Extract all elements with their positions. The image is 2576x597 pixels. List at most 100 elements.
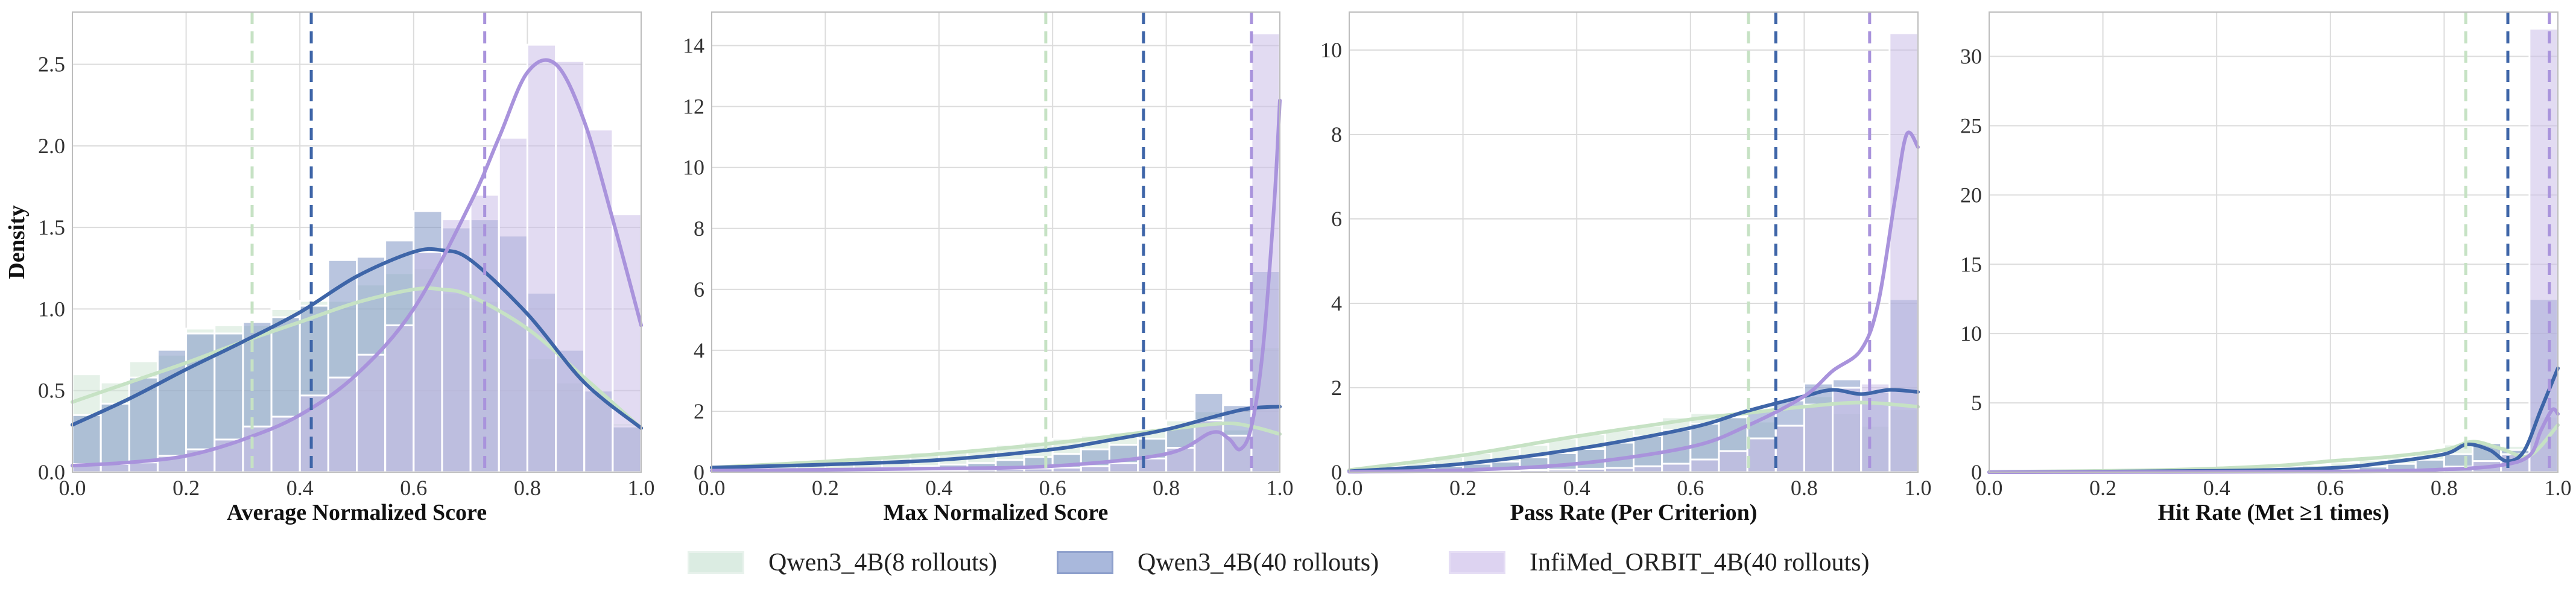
x-tick-label: 0.0 bbox=[1336, 476, 1363, 500]
x-tick-label: 0.8 bbox=[514, 476, 541, 500]
histogram-bar-orbit bbox=[1080, 465, 1110, 473]
histogram-bar-orbit bbox=[1803, 403, 1834, 473]
kde-curve-qwen8 bbox=[1347, 400, 1920, 472]
legend-swatch-orbit bbox=[1449, 551, 1505, 574]
kde-curve-orbit bbox=[710, 98, 1282, 473]
histogram-bar-orbit bbox=[583, 128, 614, 473]
x-tick-label: 0.0 bbox=[698, 476, 726, 500]
x-axis-label: Hit Rate (Met ≥1 times) bbox=[2158, 500, 2390, 525]
x-tick-label: 1.0 bbox=[2545, 476, 2572, 500]
legend: Qwen3_4B(8 rollouts) Qwen3_4B(40 rollout… bbox=[0, 537, 2576, 585]
histogram-bar-orbit bbox=[1194, 419, 1224, 473]
histogram-bar-orbit bbox=[1888, 32, 1919, 473]
legend-item-qwen-40-rollouts: Qwen3_4B(40 rollouts) bbox=[1057, 548, 1379, 578]
x-axis-label: Max Normalized Score bbox=[884, 500, 1109, 525]
histogram-bar-orbit bbox=[1604, 467, 1635, 473]
y-tick-label: 4 bbox=[694, 338, 704, 362]
y-tick-label: 1.5 bbox=[38, 215, 65, 239]
chart-panel-3: 0.0 0.2 0.4 0.6 0.8 1.0 0 2 4 6 8 10 Pass Rate (Per … bbox=[1320, 11, 1932, 525]
x-tick-label: 0.4 bbox=[925, 476, 952, 500]
kde-curve-qwen40 bbox=[1347, 388, 1920, 473]
x-tick-label: 0.0 bbox=[1976, 476, 2003, 500]
axes-frame bbox=[72, 11, 642, 473]
y-tick-label: 2.5 bbox=[38, 52, 65, 77]
x-tick-label: 0.8 bbox=[1153, 476, 1180, 500]
histogram-figure: 0.0 0.2 0.4 0.6 0.8 1.0 0.0 0.5 1.0 1.5 2.0 2.5 Aver… bbox=[4, 11, 2572, 525]
x-tick-label: 1.0 bbox=[628, 476, 655, 500]
y-tick-label: 15 bbox=[1960, 252, 1982, 276]
chart-panel-1: 0.0 0.2 0.4 0.6 0.8 1.0 0.0 0.5 1.0 1.5 2.0 2.5 Aver… bbox=[4, 11, 655, 525]
y-tick-label: 4 bbox=[1331, 291, 1342, 315]
x-tick-label: 0.4 bbox=[2203, 476, 2230, 500]
x-axis-label: Average Normalized Score bbox=[227, 500, 487, 525]
x-tick-label: 0.4 bbox=[286, 476, 314, 500]
y-tick-label: 10 bbox=[683, 156, 704, 180]
histogram-bar-orbit bbox=[1051, 466, 1082, 473]
axes-frame bbox=[711, 11, 1280, 473]
x-tick-label: 0.2 bbox=[812, 476, 839, 500]
x-tick-label: 1.0 bbox=[1267, 476, 1294, 500]
y-tick-label: 0 bbox=[1331, 460, 1342, 484]
x-tick-label: 0.8 bbox=[2431, 476, 2458, 500]
histogram-bar-orbit bbox=[555, 60, 586, 473]
chart-panel-4: 0.0 0.2 0.4 0.6 0.8 1.0 0 5 10 15 20 25 30 Hit Rate (… bbox=[1960, 11, 2572, 525]
histogram-bar-orbit bbox=[1860, 382, 1891, 473]
legend-label: Qwen3_4B(40 rollouts) bbox=[1138, 549, 1379, 576]
y-tick-label: 8 bbox=[1331, 122, 1342, 147]
y-tick-label: 8 bbox=[694, 216, 704, 241]
histogram-bar-orbit bbox=[1689, 458, 1720, 473]
y-tick-label: 0 bbox=[1971, 460, 1982, 484]
plot-area bbox=[712, 12, 1280, 472]
y-tick-label: 20 bbox=[1960, 183, 1982, 207]
y-tick-label: 1.0 bbox=[38, 297, 65, 321]
y-tick-label: 30 bbox=[1960, 45, 1982, 69]
histogram-bar-orbit bbox=[469, 194, 500, 473]
histogram-bar-orbit bbox=[327, 376, 358, 473]
chart-panel-2: 0.0 0.2 0.4 0.6 0.8 1.0 0 2 4 6 8 10 12 14 Max Normali… bbox=[683, 11, 1294, 525]
y-tick-label: 12 bbox=[683, 95, 704, 119]
x-tick-label: 0.6 bbox=[400, 476, 427, 500]
y-tick-label: 0.5 bbox=[38, 379, 65, 403]
histogram-bar-orbit bbox=[1774, 425, 1805, 473]
kde-curve-orbit bbox=[1347, 130, 1920, 474]
y-tick-label: 6 bbox=[694, 277, 704, 302]
histogram-bar-orbit bbox=[270, 415, 301, 473]
histogram-bar-orbit bbox=[1832, 387, 1862, 473]
kde-curve-orbit bbox=[71, 58, 643, 468]
histogram-bar-orbit bbox=[356, 353, 387, 473]
x-tick-label: 0.2 bbox=[1449, 476, 1476, 500]
kde-curve-qwen40 bbox=[710, 405, 1282, 470]
y-tick-label: 5 bbox=[1971, 391, 1982, 415]
x-tick-label: 0.6 bbox=[1677, 476, 1704, 500]
kde-curve-qwen8 bbox=[710, 422, 1282, 470]
y-tick-label: 14 bbox=[683, 34, 704, 58]
histogram-bar-orbit bbox=[384, 324, 415, 473]
y-tick-label: 25 bbox=[1960, 113, 1982, 137]
x-tick-label: 1.0 bbox=[1905, 476, 1932, 500]
axes-frame bbox=[1349, 11, 1919, 473]
y-tick-label: 2.0 bbox=[38, 134, 65, 158]
y-axis-label: Density bbox=[4, 205, 30, 279]
y-tick-label: 2 bbox=[694, 399, 704, 423]
plot-area bbox=[1989, 12, 2558, 472]
y-tick-label: 2 bbox=[1331, 376, 1342, 400]
legend-label: InfiMed_ORBIT_4B(40 rollouts) bbox=[1530, 549, 1870, 576]
histogram-bar-orbit bbox=[1746, 437, 1777, 473]
x-tick-label: 0.4 bbox=[1563, 476, 1590, 500]
x-tick-label: 0.6 bbox=[1039, 476, 1066, 500]
x-tick-label: 0.0 bbox=[59, 476, 86, 500]
histogram-bar-orbit bbox=[1718, 450, 1748, 473]
x-tick-label: 0.2 bbox=[172, 476, 200, 500]
y-tick-label: 0 bbox=[694, 460, 704, 484]
x-tick-label: 0.6 bbox=[2317, 476, 2344, 500]
histogram-bar-orbit bbox=[526, 43, 557, 473]
legend-label: Qwen3_4B(8 rollouts) bbox=[768, 549, 998, 576]
axes-frame bbox=[1989, 11, 2559, 473]
x-axis-label: Pass Rate (Per Criterion) bbox=[1510, 500, 1758, 525]
kde-curve-qwen8 bbox=[71, 286, 643, 430]
histogram-bar-orbit bbox=[498, 136, 528, 473]
y-tick-label: 6 bbox=[1331, 207, 1342, 231]
histogram-bar-orbit bbox=[128, 461, 159, 473]
y-tick-label: 0.0 bbox=[38, 460, 65, 484]
histogram-bar-orbit bbox=[1108, 462, 1139, 473]
